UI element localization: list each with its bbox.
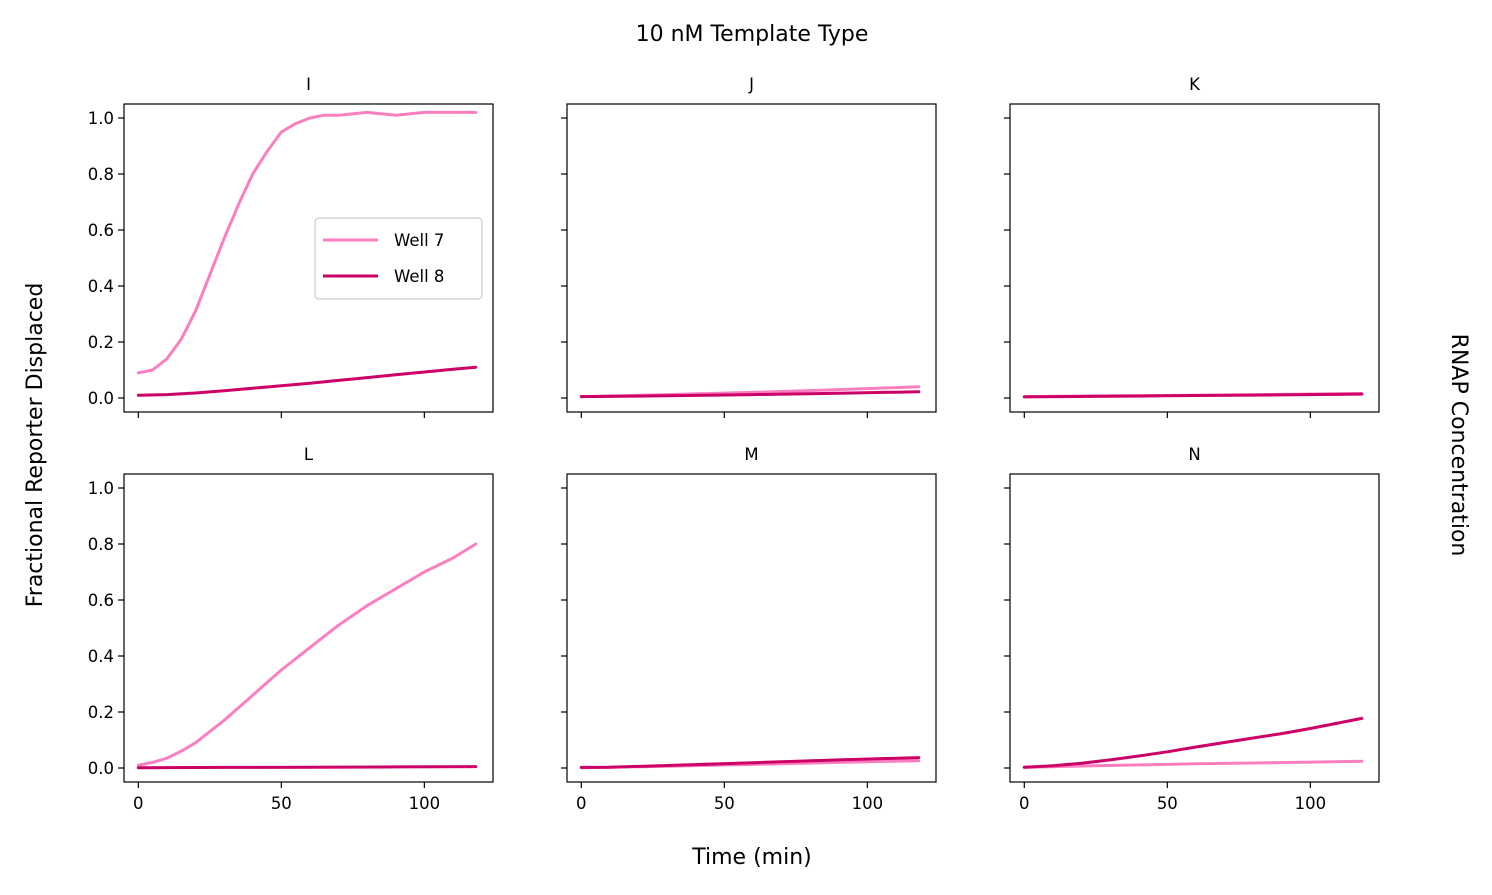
y-tick-label: 1.0	[88, 109, 114, 128]
x-tick-label: 100	[409, 794, 441, 813]
series-line-well-8	[136, 765, 478, 770]
subplot-title-n: N	[1188, 445, 1200, 464]
y-tick-label: 0.8	[88, 535, 114, 554]
plot-frame	[1009, 103, 1380, 413]
subplot-title-k: K	[1189, 75, 1201, 94]
subplot-l: L 0 50 100 0.0 0.2 0.4 0.6 0.8 1.0	[88, 445, 494, 813]
plot-frame	[1009, 473, 1380, 783]
x-tick-label: 0	[576, 794, 587, 813]
subplot-j: J	[561, 75, 937, 418]
y-tick-label: 0.4	[88, 647, 114, 666]
legend: Well 7 Well 8	[314, 217, 483, 300]
subplot-title-i: I	[306, 75, 311, 94]
series-line-well-8	[136, 365, 478, 397]
series-line-well-7	[136, 110, 478, 375]
plot-frame	[123, 103, 494, 413]
series-line-well-8	[579, 756, 921, 769]
y-tick-label: 0.6	[88, 221, 114, 240]
legend-frame	[314, 217, 483, 300]
series-line-well-7	[1022, 759, 1364, 769]
x-tick-label: 50	[1157, 794, 1178, 813]
plot-frame	[123, 473, 494, 783]
x-tick-label: 100	[852, 794, 884, 813]
legend-label: Well 7	[394, 231, 444, 250]
y-axis-label: Fractional Reporter Displaced	[23, 283, 48, 608]
subplot-i: I 0.0 0.2 0.4 0.6 0.8 1.0 Well 7 Well 8	[88, 75, 494, 418]
x-tick-label: 50	[271, 794, 292, 813]
subplot-title-j: J	[748, 75, 754, 94]
subplot-n: N 0 50 100	[1004, 445, 1380, 813]
x-tick-label: 100	[1295, 794, 1327, 813]
y-tick-label: 0.0	[88, 759, 114, 778]
y-tick-label: 1.0	[88, 479, 114, 498]
y-tick-label: 0.2	[88, 703, 114, 722]
plot-frame	[566, 103, 937, 413]
series-line-well-8	[579, 390, 921, 399]
series-line-well-8	[1022, 716, 1364, 769]
x-tick-label: 0	[1019, 794, 1030, 813]
figure-title: 10 nM Template Type	[636, 22, 869, 47]
series-line-well-7	[136, 542, 478, 767]
x-axis-label: Time (min)	[691, 845, 812, 870]
subplot-title-m: M	[744, 445, 758, 464]
x-tick-label: 0	[133, 794, 144, 813]
y-tick-label: 0.4	[88, 277, 114, 296]
y-tick-label: 0.2	[88, 333, 114, 352]
y-tick-label: 0.8	[88, 165, 114, 184]
y-tick-label: 0.6	[88, 591, 114, 610]
x-tick-label: 50	[714, 794, 735, 813]
series-line-well-8	[1022, 392, 1364, 399]
subplot-grid: I 0.0 0.2 0.4 0.6 0.8 1.0 Well 7 Well 8 J K L 0 50 100…	[88, 75, 1380, 813]
right-axis-label: RNAP Concentration	[1446, 334, 1471, 557]
subplot-m: M 0 50 100	[561, 445, 937, 813]
y-tick-label: 0.0	[88, 389, 114, 408]
legend-label: Well 8	[394, 267, 444, 286]
subplot-k: K	[1004, 75, 1380, 418]
subplot-title-l: L	[304, 445, 314, 464]
plot-frame	[566, 473, 937, 783]
